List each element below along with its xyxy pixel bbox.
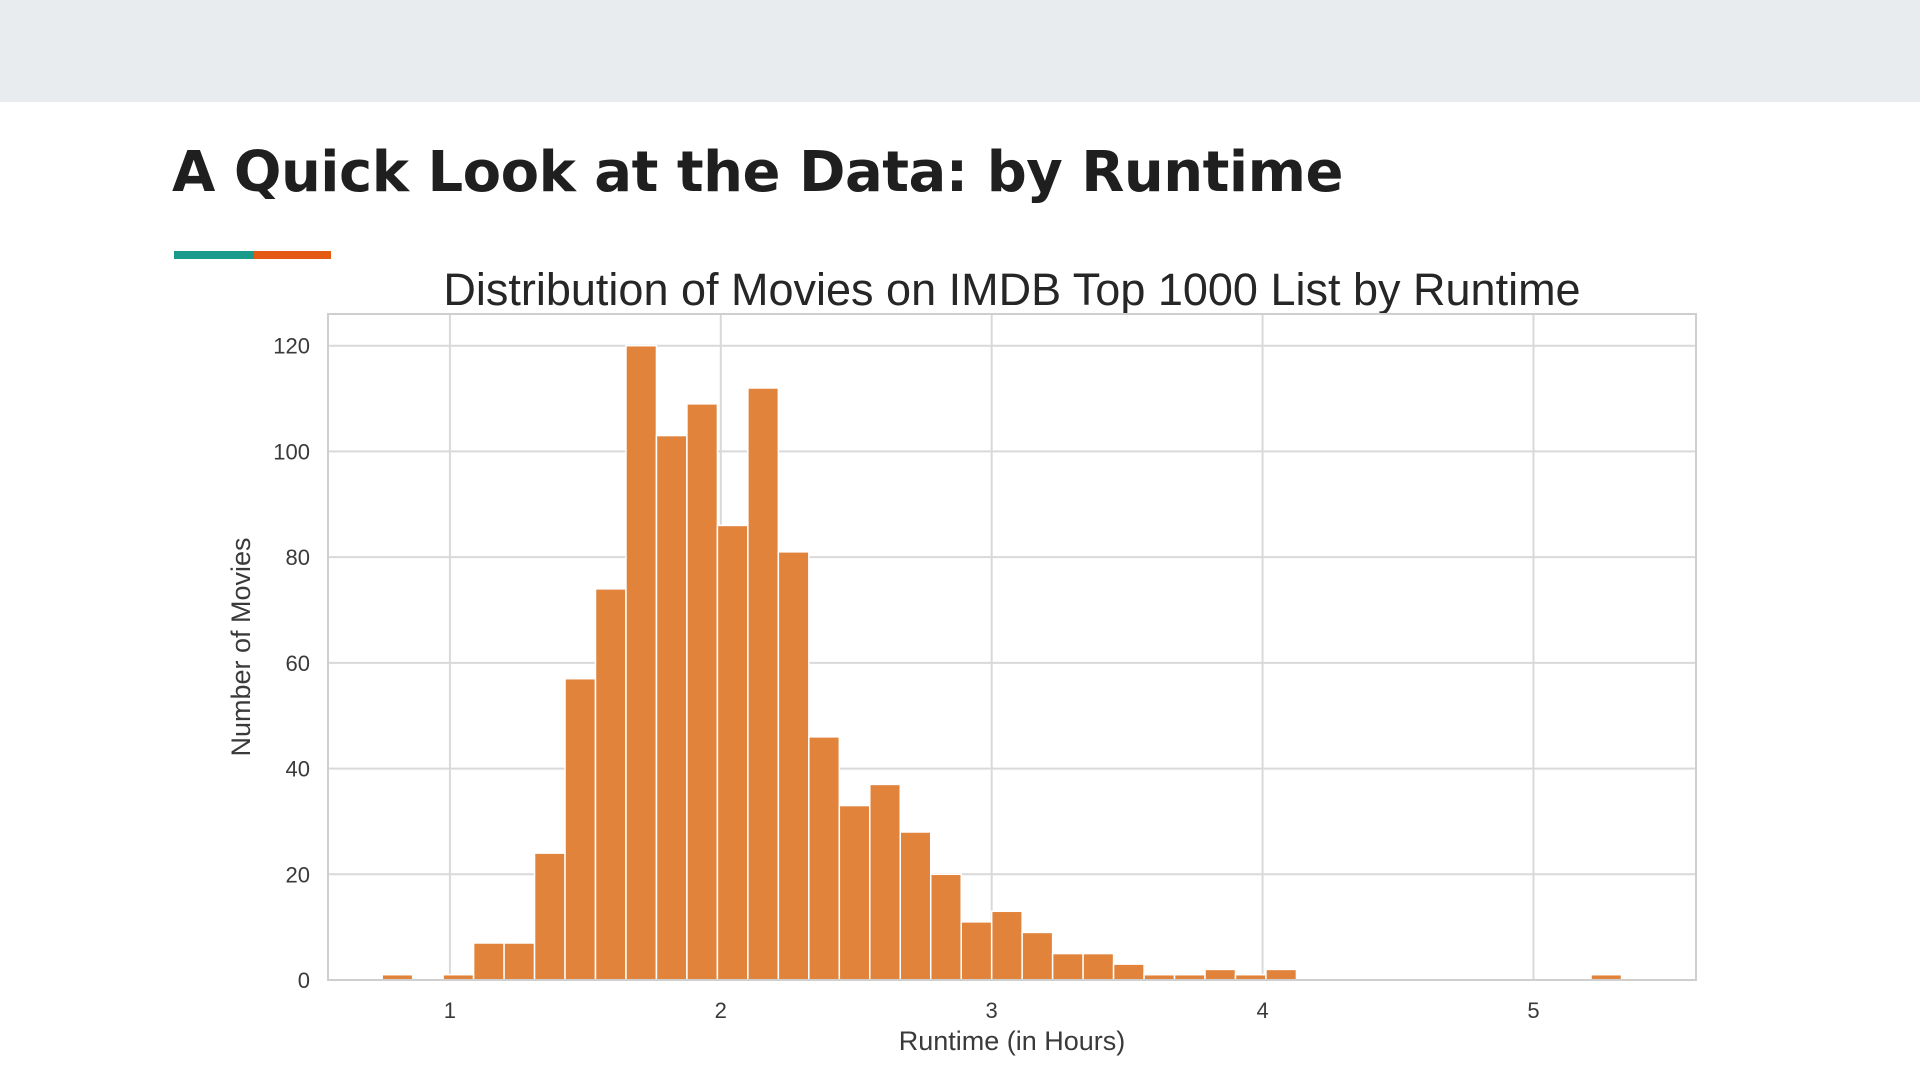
top-band	[0, 0, 1920, 102]
histogram-bar	[1051, 952, 1084, 981]
histogram-bar	[533, 852, 566, 981]
histogram-bar	[1021, 931, 1054, 981]
histogram-bar	[625, 344, 658, 981]
plot-border	[327, 313, 1697, 981]
y-tick-label: 20	[286, 862, 310, 887]
slide-title: A Quick Look at the Data: by Runtime	[172, 140, 1343, 205]
histogram-bar	[1204, 968, 1237, 981]
histogram-bar	[777, 551, 810, 981]
histogram-bar	[1265, 968, 1298, 981]
histogram-bar	[686, 403, 719, 981]
bars	[381, 344, 1623, 981]
x-tick-labels: 1 2 3 4 5	[444, 998, 1540, 1023]
histogram-bar	[929, 873, 962, 981]
histogram-bar	[869, 783, 902, 981]
chart-title: Distribution of Movies on IMDB Top 1000 …	[443, 264, 1580, 315]
accent-bar-orange	[254, 251, 331, 259]
histogram-bar	[716, 524, 749, 981]
histogram-bar	[655, 434, 688, 981]
y-tick-labels: 0 20 40 60 80 100 120	[273, 334, 310, 993]
x-tick-label: 4	[1256, 998, 1268, 1023]
y-axis-label: Number of Movies	[226, 537, 256, 756]
y-tick-label: 120	[273, 334, 310, 359]
x-axis-label: Runtime (in Hours)	[899, 1026, 1126, 1056]
histogram-bar	[960, 921, 993, 981]
histogram-bar	[899, 831, 932, 981]
histogram-bar	[808, 736, 841, 981]
histogram-bar	[503, 942, 536, 981]
histogram-bar	[564, 677, 597, 981]
y-tick-label: 100	[273, 439, 310, 464]
histogram-bar	[990, 910, 1023, 981]
x-tick-label: 5	[1527, 998, 1539, 1023]
histogram-bar	[747, 387, 780, 981]
histogram-bar	[472, 942, 505, 981]
y-tick-label: 60	[286, 651, 310, 676]
histogram-bar	[594, 588, 627, 981]
histogram-bar	[1112, 963, 1145, 981]
plot-area	[328, 314, 1696, 980]
x-tick-label: 2	[715, 998, 727, 1023]
x-tick-label: 3	[986, 998, 998, 1023]
y-tick-label: 0	[298, 968, 310, 993]
accent-bar-teal	[174, 251, 254, 259]
histogram-bar	[838, 804, 871, 981]
y-tick-label: 80	[286, 545, 310, 570]
x-tick-label: 1	[444, 998, 456, 1023]
histogram-bar	[1082, 952, 1115, 981]
y-tick-label: 40	[286, 757, 310, 782]
